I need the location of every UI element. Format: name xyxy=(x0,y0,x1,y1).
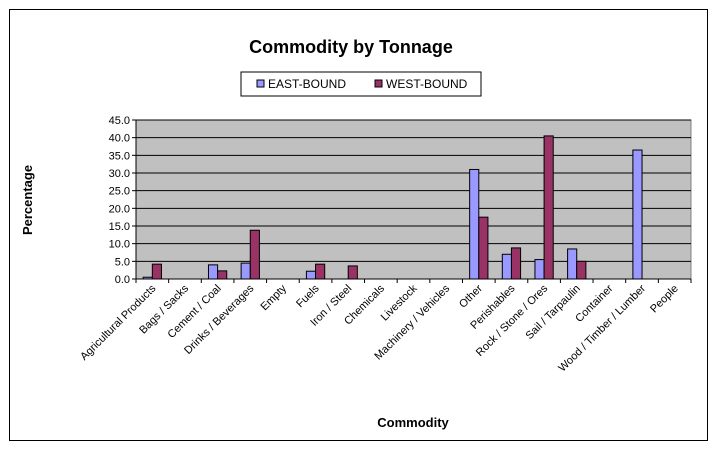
plot-background xyxy=(135,119,692,280)
chart-title: Commodity by Tonnage xyxy=(249,37,453,57)
bar-west-bound-fuels xyxy=(315,263,326,280)
bar-east-bound-perishables xyxy=(501,253,512,280)
bar-west-bound-perishables xyxy=(510,247,522,280)
y-tick-label: 35.0 xyxy=(109,150,130,162)
y-tick-label: 30.0 xyxy=(109,168,130,180)
legend-label-west-bound: WEST-BOUND xyxy=(386,77,468,91)
legend-swatch-east-bound xyxy=(256,79,265,88)
bar-east-bound-sail-tarpaulin xyxy=(567,248,578,280)
y-tick-label: 15.0 xyxy=(109,221,130,233)
legend: EAST-BOUND WEST-BOUND xyxy=(240,71,482,97)
bar-west-bound-sail-tarpaulin xyxy=(576,260,587,280)
legend-box xyxy=(240,71,482,97)
y-tick-label: 0.0 xyxy=(115,274,130,286)
x-tick-label-people: People xyxy=(648,283,681,316)
plot-area: 0.05.010.015.020.025.030.035.040.045.0Ag… xyxy=(78,115,692,374)
y-tick-label: 45.0 xyxy=(109,115,130,127)
legend-swatch-west-bound xyxy=(374,79,383,88)
bar-west-bound-iron-steel xyxy=(347,265,358,280)
bar-east-bound-wood-timber-lumber xyxy=(632,149,643,280)
bar-east-bound-agricultural-products xyxy=(142,276,153,280)
bar-west-bound-cement-coal xyxy=(217,270,228,280)
y-axis-title: Percentage xyxy=(20,165,35,235)
bar-west-bound-drinks-beverages xyxy=(249,229,260,280)
bar-west-bound-agricultural-products xyxy=(151,263,162,280)
y-tick-label: 20.0 xyxy=(109,203,130,215)
bar-west-bound-other xyxy=(478,216,489,280)
bar-east-bound-drinks-beverages xyxy=(240,262,251,280)
y-tick-label: 5.0 xyxy=(115,256,130,268)
x-tick-label-empty: Empty xyxy=(258,282,289,313)
x-axis-title: Commodity xyxy=(377,415,449,430)
bar-east-bound-other xyxy=(469,168,480,280)
bar-east-bound-fuels xyxy=(305,270,317,280)
bar-east-bound-cement-coal xyxy=(207,264,219,280)
legend-label-east-bound: EAST-BOUND xyxy=(268,77,346,91)
x-tick-label-fuels: Fuels xyxy=(294,282,322,310)
bar-west-bound-rock-stone-ores xyxy=(543,135,554,280)
y-tick-label: 25.0 xyxy=(109,186,130,198)
y-tick-label: 40.0 xyxy=(109,133,130,145)
bar-east-bound-rock-stone-ores xyxy=(534,259,545,280)
x-tick-label-other: Other xyxy=(457,282,485,310)
y-tick-label: 10.0 xyxy=(109,239,130,251)
